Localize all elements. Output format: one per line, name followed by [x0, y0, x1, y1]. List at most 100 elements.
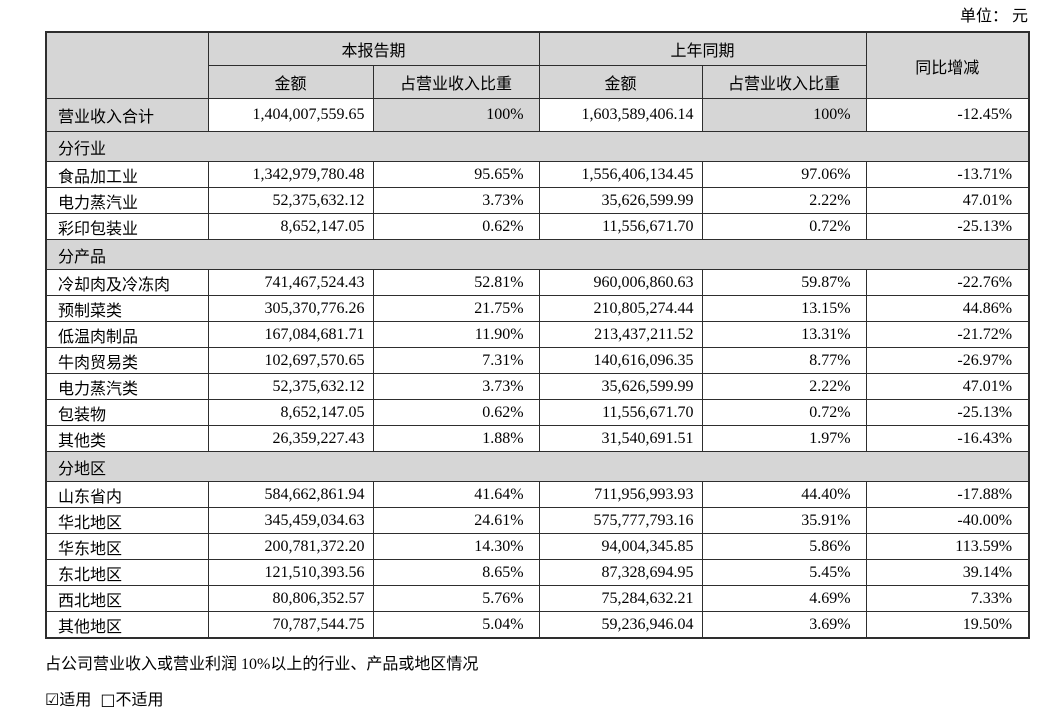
applicable-checkbox-checked-icon: ☑ — [45, 690, 60, 709]
yoy-cell: -16.43% — [865, 425, 1030, 452]
applicable-option: ☑适用 — [45, 690, 91, 709]
pct-cell: 4.69% — [701, 585, 867, 612]
pct-cell: 5.86% — [701, 533, 867, 560]
pct-cell: 95.65% — [372, 161, 540, 188]
yoy-cell: -40.00% — [865, 507, 1030, 534]
row-label-cell: 电力蒸汽业 — [45, 187, 209, 214]
pct-cell: 2.22% — [701, 373, 867, 400]
yoy-cell: -25.13% — [865, 213, 1030, 240]
corner-cell — [45, 31, 209, 99]
section-row: 分行业 — [45, 131, 1030, 162]
yoy-cell: -22.76% — [865, 269, 1030, 296]
current-amount-header: 金额 — [207, 65, 374, 99]
amount-cell: 1,342,979,780.48 — [207, 161, 374, 188]
data-row: 电力蒸汽业 52,375,632.12 3.73% 35,626,599.99 2.22… — [45, 187, 1030, 214]
amount-cell: 31,540,691.51 — [538, 425, 703, 452]
amount-cell: 575,777,793.16 — [538, 507, 703, 534]
amount-cell: 75,284,632.21 — [538, 585, 703, 612]
row-label-cell: 电力蒸汽类 — [45, 373, 209, 400]
yoy-cell: -26.97% — [865, 347, 1030, 374]
not-applicable-option: □不适用 — [100, 690, 163, 709]
amount-cell: 121,510,393.56 — [207, 559, 374, 586]
data-row: 低温肉制品 167,084,681.71 11.90% 213,437,211.52 1… — [45, 321, 1030, 348]
section-title-cell: 分产品 — [45, 239, 1030, 270]
row-label-cell: 彩印包装业 — [45, 213, 209, 240]
yoy-cell: -25.13% — [865, 399, 1030, 426]
data-row: 牛肉贸易类 102,697,570.65 7.31% 140,616,096.35 8.… — [45, 347, 1030, 374]
pct-cell: 24.61% — [372, 507, 540, 534]
pct-cell: 100% — [701, 98, 867, 132]
yoy-cell: 44.86% — [865, 295, 1030, 322]
section-row: 分地区 — [45, 451, 1030, 482]
pct-cell: 97.06% — [701, 161, 867, 188]
amount-cell: 59,236,946.04 — [538, 611, 703, 639]
amount-cell: 1,404,007,559.65 — [207, 98, 374, 132]
pct-cell: 13.31% — [701, 321, 867, 348]
pct-cell: 1.97% — [701, 425, 867, 452]
pct-cell: 2.22% — [701, 187, 867, 214]
data-row: 其他地区 70,787,544.75 5.04% 59,236,946.04 3.69%… — [45, 611, 1030, 639]
amount-cell: 213,437,211.52 — [538, 321, 703, 348]
yoy-cell: 47.01% — [865, 187, 1030, 214]
amount-cell: 210,805,274.44 — [538, 295, 703, 322]
amount-cell: 52,375,632.12 — [207, 373, 374, 400]
pct-cell: 5.76% — [372, 585, 540, 612]
amount-cell: 960,006,860.63 — [538, 269, 703, 296]
total-row: 营业收入合计 1,404,007,559.65 100% 1,603,589,406.… — [45, 98, 1030, 132]
data-row: 包装物 8,652,147.05 0.62% 11,556,671.70 0.72% -2… — [45, 399, 1030, 426]
section-title-cell: 分行业 — [45, 131, 1030, 162]
row-label-cell: 冷却肉及冷冻肉 — [45, 269, 209, 296]
applicability-row: ☑适用 □不适用 — [45, 689, 1056, 712]
row-label-cell: 食品加工业 — [45, 161, 209, 188]
yoy-cell: -17.88% — [865, 481, 1030, 508]
pct-cell: 59.87% — [701, 269, 867, 296]
pct-cell: 0.72% — [701, 399, 867, 426]
row-label-cell: 山东省内 — [45, 481, 209, 508]
pct-cell: 8.65% — [372, 559, 540, 586]
current-period-header: 本报告期 — [207, 31, 540, 66]
data-row: 冷却肉及冷冻肉 741,467,524.43 52.81% 960,006,860.6… — [45, 269, 1030, 296]
amount-cell: 26,359,227.43 — [207, 425, 374, 452]
amount-cell: 140,616,096.35 — [538, 347, 703, 374]
row-label-cell: 包装物 — [45, 399, 209, 426]
amount-cell: 8,652,147.05 — [207, 213, 374, 240]
pct-cell: 52.81% — [372, 269, 540, 296]
data-row: 华北地区 345,459,034.63 24.61% 575,777,793.16 35… — [45, 507, 1030, 534]
data-row: 山东省内 584,662,861.94 41.64% 711,956,993.93 44… — [45, 481, 1030, 508]
header-row-periods: 本报告期 上年同期 同比增减 — [45, 31, 1030, 99]
pct-cell: 13.15% — [701, 295, 867, 322]
amount-cell: 584,662,861.94 — [207, 481, 374, 508]
section-title-cell: 分地区 — [45, 451, 1030, 482]
current-pct-header: 占营业收入比重 — [372, 65, 540, 99]
row-label-cell: 其他类 — [45, 425, 209, 452]
section-row: 分产品 — [45, 239, 1030, 270]
amount-cell: 200,781,372.20 — [207, 533, 374, 560]
yoy-cell: 47.01% — [865, 373, 1030, 400]
amount-cell: 345,459,034.63 — [207, 507, 374, 534]
data-row: 其他类 26,359,227.43 1.88% 31,540,691.51 1.97% -… — [45, 425, 1030, 452]
data-row: 电力蒸汽类 52,375,632.12 3.73% 35,626,599.99 2.22… — [45, 373, 1030, 400]
pct-cell: 3.73% — [372, 373, 540, 400]
data-row: 预制菜类 305,370,776.26 21.75% 210,805,274.44 13… — [45, 295, 1030, 322]
prior-period-header: 上年同期 — [538, 31, 867, 66]
pct-cell: 0.72% — [701, 213, 867, 240]
data-row: 彩印包装业 8,652,147.05 0.62% 11,556,671.70 0.72%… — [45, 213, 1030, 240]
amount-cell: 741,467,524.43 — [207, 269, 374, 296]
amount-cell: 35,626,599.99 — [538, 373, 703, 400]
table-header: 本报告期 上年同期 同比增减 金额 占营业收入比重 金额 占营业收入比重 — [45, 31, 1030, 99]
yoy-cell: 7.33% — [865, 585, 1030, 612]
revenue-breakdown-table: 本报告期 上年同期 同比增减 金额 占营业收入比重 金额 占营业收入比重 营业收… — [45, 31, 1031, 639]
pct-cell: 21.75% — [372, 295, 540, 322]
row-label-cell: 预制菜类 — [45, 295, 209, 322]
yoy-cell: 19.50% — [865, 611, 1030, 639]
yoy-cell: 39.14% — [865, 559, 1030, 586]
pct-cell: 3.73% — [372, 187, 540, 214]
amount-cell: 711,956,993.93 — [538, 481, 703, 508]
amount-cell: 1,603,589,406.14 — [538, 98, 703, 132]
row-label-cell: 东北地区 — [45, 559, 209, 586]
table-body: 营业收入合计 1,404,007,559.65 100% 1,603,589,406.… — [45, 98, 1030, 639]
row-label-cell: 西北地区 — [45, 585, 209, 612]
yoy-cell: 113.59% — [865, 533, 1030, 560]
pct-cell: 11.90% — [372, 321, 540, 348]
not-applicable-checkbox-empty-icon: □ — [100, 690, 116, 709]
